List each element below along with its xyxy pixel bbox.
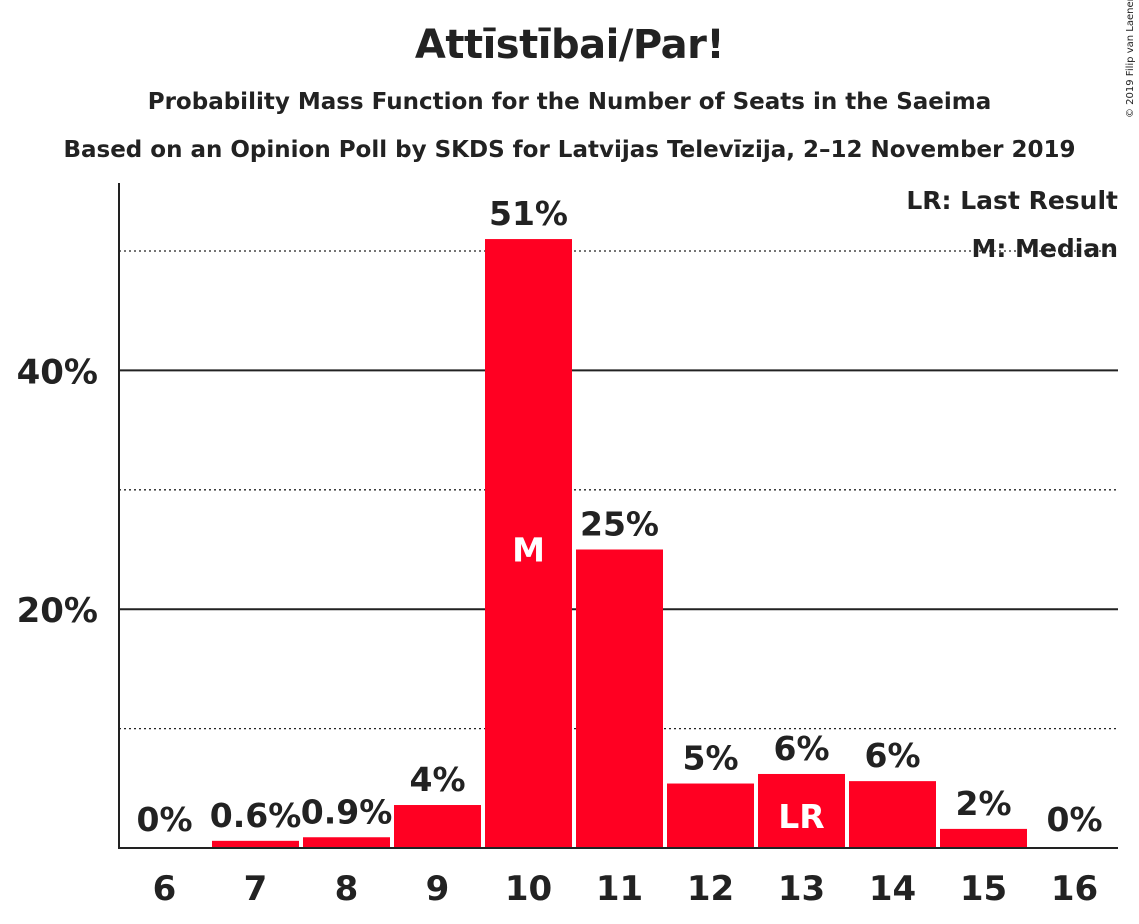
bar-mark-lr: LR xyxy=(778,797,824,836)
bar-seats-9 xyxy=(394,805,481,848)
bar-seats-10 xyxy=(485,239,572,848)
bar-seats-7 xyxy=(212,840,299,848)
x-tick-label: 11 xyxy=(596,869,643,909)
data-label: 0.6% xyxy=(210,796,302,835)
legend-median: M: Median xyxy=(971,234,1118,263)
x-tick-label: 10 xyxy=(505,869,552,909)
data-label: 6% xyxy=(864,736,920,775)
data-label: 4% xyxy=(409,760,465,799)
bar-seats-15 xyxy=(940,828,1027,848)
x-tick-label: 7 xyxy=(244,869,268,909)
data-label: 25% xyxy=(580,505,659,544)
x-tick-label: 15 xyxy=(960,869,1007,909)
y-tick-label: 40% xyxy=(17,352,98,392)
x-tick-label: 16 xyxy=(1051,869,1098,909)
bar-seats-8 xyxy=(303,837,390,848)
x-tick-label: 6 xyxy=(153,869,177,909)
chart-subtitle: Probability Mass Function for the Number… xyxy=(147,89,992,115)
x-tick-label: 8 xyxy=(335,869,359,909)
chart-source: Based on an Opinion Poll by SKDS for Lat… xyxy=(63,137,1076,163)
chart-title: Attīstībai/Par! xyxy=(414,22,725,68)
bar-seats-14 xyxy=(849,781,936,848)
legend-last-result: LR: Last Result xyxy=(906,186,1118,215)
data-label: 0% xyxy=(136,800,192,839)
bar-seats-13 xyxy=(758,773,845,848)
x-tick-label: 9 xyxy=(426,869,450,909)
data-label: 2% xyxy=(955,784,1011,823)
data-label: 51% xyxy=(489,194,568,233)
bar-mark-m: M xyxy=(512,531,545,570)
data-label: 5% xyxy=(682,739,738,778)
y-tick-label: 20% xyxy=(17,591,98,631)
data-label: 0.9% xyxy=(301,792,393,831)
data-label: 6% xyxy=(773,729,829,768)
bar-seats-11 xyxy=(576,549,663,848)
x-tick-label: 14 xyxy=(869,869,916,909)
x-tick-label: 13 xyxy=(778,869,825,909)
bar-seats-12 xyxy=(667,783,754,848)
data-label: 0% xyxy=(1046,800,1102,839)
x-tick-label: 12 xyxy=(687,869,734,909)
